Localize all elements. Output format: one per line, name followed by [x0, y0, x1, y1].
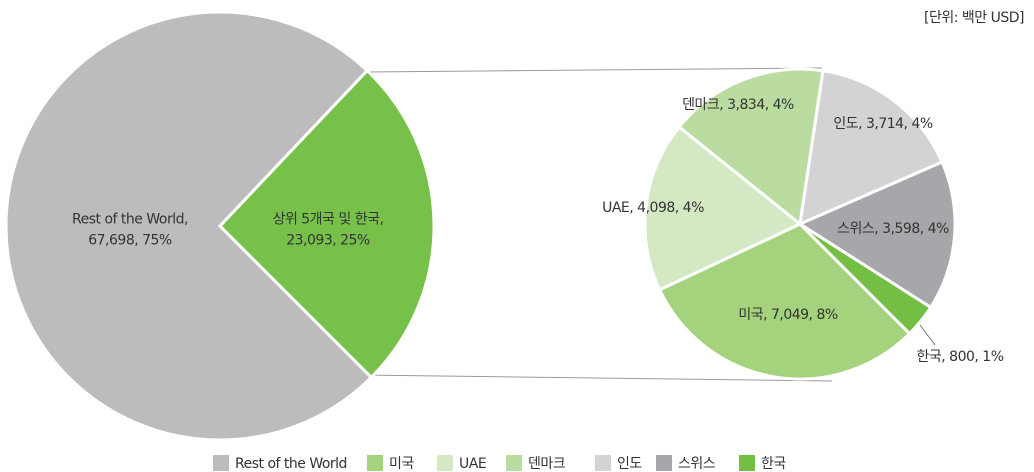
data-label: 인도, 3,714, 4% [833, 116, 933, 132]
legend-swatch [739, 455, 755, 471]
legend-label: 인도 [617, 456, 642, 472]
data-label: 상위 5개국 및 한국, [273, 212, 384, 228]
legend-swatch [595, 455, 611, 471]
legend-label: UAE [459, 456, 486, 472]
pie-slice [657, 222, 912, 381]
pie-slice [798, 69, 945, 227]
legend-label: Rest of the World [235, 456, 347, 472]
data-label: 23,093, 25% [286, 233, 370, 249]
legend-label: 덴마크 [528, 456, 566, 472]
connector-line [365, 67, 823, 73]
legend-swatch [367, 455, 383, 471]
legend-swatch [437, 455, 453, 471]
pie-slice [217, 68, 436, 380]
legend-swatch [213, 455, 229, 471]
leader-line [919, 324, 936, 346]
data-label: UAE, 4,098, 4% [602, 200, 704, 216]
data-label: Rest of the World, [72, 212, 188, 228]
data-label: 한국, 800, 1% [917, 349, 1004, 365]
legend-swatch [656, 455, 672, 471]
unit-note: [단위: 백만 USD] [924, 10, 1024, 26]
pie-slice [796, 160, 957, 310]
legend-label: 미국 [389, 456, 414, 472]
legend-swatch [506, 455, 522, 471]
data-label: 67,698, 75% [88, 233, 172, 249]
pie-slice [798, 222, 933, 336]
pie-slice [4, 10, 374, 442]
legend-label: 스위스 [678, 456, 716, 472]
pie-slice [643, 124, 803, 292]
data-label: 덴마크, 3,834, 4% [682, 97, 794, 113]
legend-label: 한국 [761, 456, 786, 472]
data-label: 미국, 7,049, 8% [738, 307, 838, 323]
pie-slice [677, 67, 825, 227]
data-label: 스위스, 3,598, 4% [837, 221, 949, 237]
connector-line [365, 374, 833, 382]
